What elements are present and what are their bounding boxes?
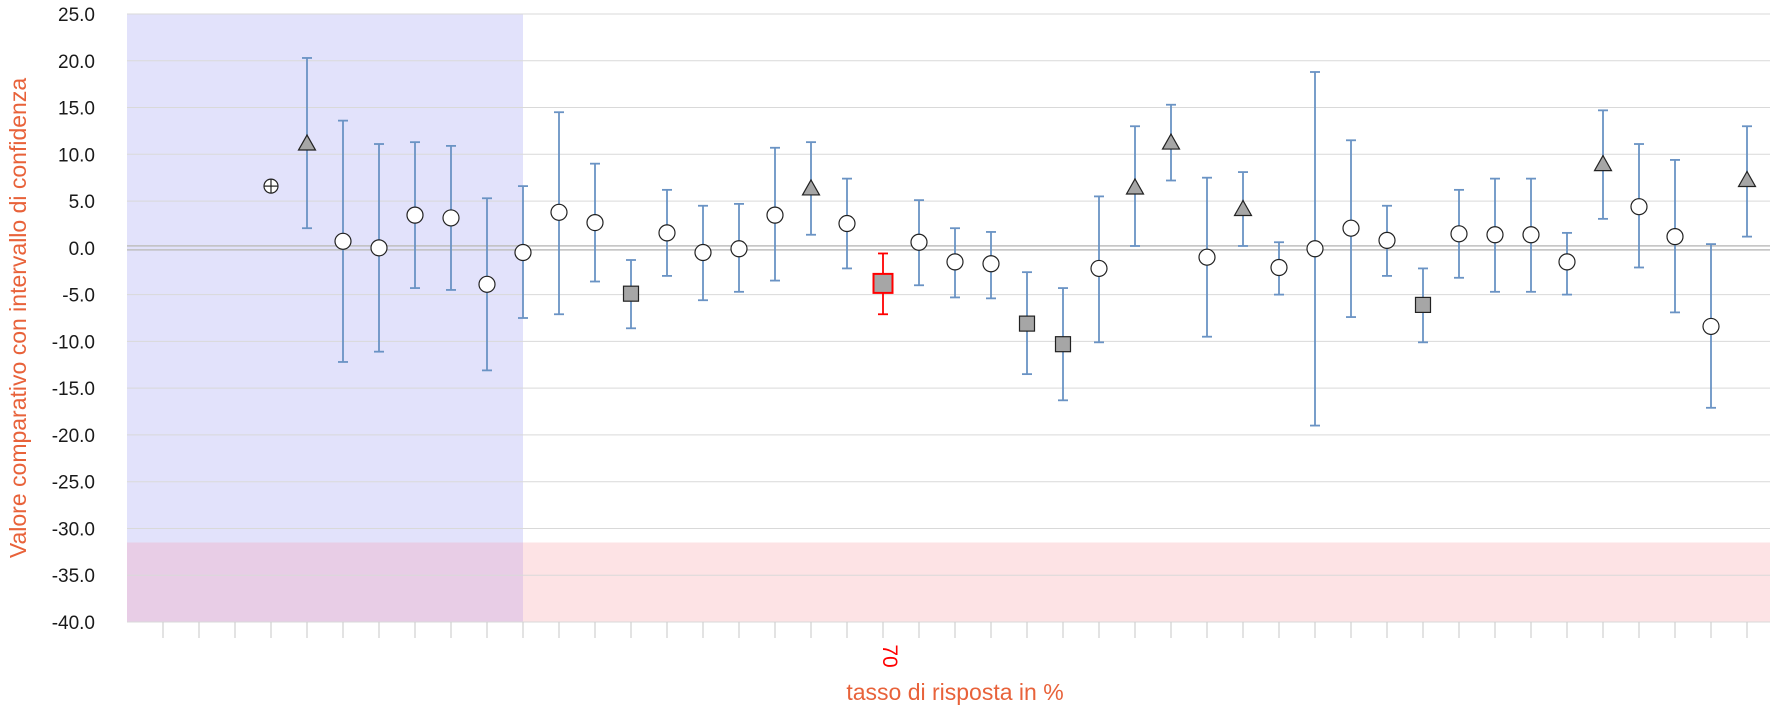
data-markers [263,132,1757,353]
gridlines [127,13,1770,623]
data-point-triangle [297,133,317,151]
data-point-circle [1198,248,1216,266]
data-point-circle [910,233,928,251]
data-point-circle [1666,228,1684,246]
data-point-circle [1522,226,1540,244]
data-point-triangle [801,178,821,196]
y-tick-label: -5.0 [62,286,95,307]
data-point-circle [1342,219,1360,237]
y-tick-label: 0.0 [69,239,95,260]
y-tick-label: 25.0 [58,5,95,26]
y-tick-label: -15.0 [52,379,95,400]
data-point-square [1414,296,1432,314]
data-point-triangle [1233,199,1253,217]
y-tick-label: 5.0 [69,192,95,213]
data-point-circle [730,240,748,258]
data-point-triangle [1161,132,1181,150]
data-point-circle [406,206,424,224]
data-point-circle [838,214,856,233]
data-point-triangle [1125,177,1145,195]
data-point-circle [442,209,460,227]
data-point-circle [658,224,676,242]
data-point-triangle [1593,154,1613,172]
y-tick-label: -25.0 [52,473,95,494]
x-axis-ticks: 70 [162,622,1748,668]
data-point-circle [1450,225,1468,243]
background-bands [127,14,1770,622]
data-point-circle [982,255,1000,273]
data-point-circle [478,275,496,293]
y-tick-label: -10.0 [52,332,95,353]
data-point-circle [1306,240,1324,258]
data-point-circle [550,203,568,221]
data-point-circle [586,213,604,232]
data-point-circle [1090,259,1108,278]
data-point-square [1018,315,1036,332]
y-tick-label: 20.0 [58,52,95,73]
x-axis-title: tasso di risposta in % [846,679,1063,705]
y-axis-title: Valore comparativo con intervallo di con… [5,78,31,558]
data-point-crossed-circle [263,178,279,194]
data-point-circle [946,253,964,271]
data-point-circle [1702,317,1720,336]
y-tick-label: -35.0 [52,566,95,587]
y-axis-tick-labels: 25.0 20.0 15.0 10.0 5.0 0.0 -5.0 -10.0 -15.0 -20.… [52,5,95,634]
data-point-circle [334,232,352,250]
data-point-circle [1270,258,1288,277]
overlap-band [127,542,523,622]
y-tick-label: 15.0 [58,99,95,120]
data-point-circle [1630,198,1648,216]
data-point-circle [514,243,532,262]
data-point-square [1054,336,1072,353]
data-point-circle [766,206,784,224]
y-tick-label: 10.0 [58,145,95,166]
data-point-circle [694,243,712,262]
data-point-circle [370,239,388,257]
data-point-circle [1558,253,1576,271]
data-point-square [622,285,640,302]
y-tick-label: -20.0 [52,426,95,447]
y-tick-label: -40.0 [52,613,95,634]
data-point-circle [1486,226,1504,244]
x-tick-label: 70 [878,644,901,667]
data-point-circle [1378,231,1396,249]
data-point-triangle [1737,170,1757,188]
blue-band [127,14,523,622]
y-tick-label: -30.0 [52,519,95,540]
highlighted-data-point-square [872,272,894,294]
